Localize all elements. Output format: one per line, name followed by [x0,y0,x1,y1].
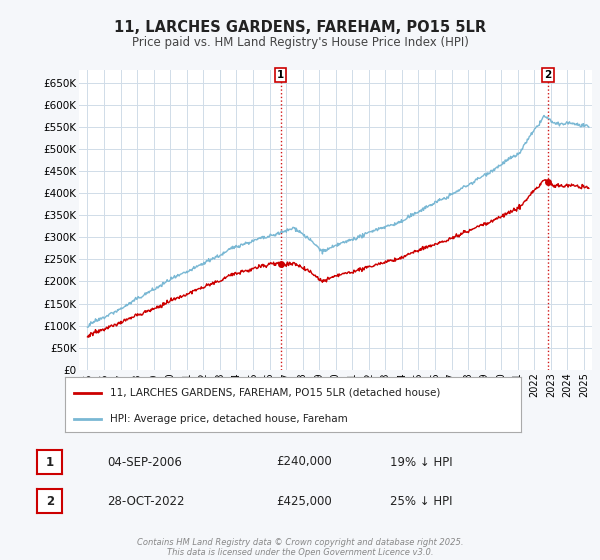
Text: 11, LARCHES GARDENS, FAREHAM, PO15 5LR (detached house): 11, LARCHES GARDENS, FAREHAM, PO15 5LR (… [110,388,441,398]
Text: £425,000: £425,000 [276,494,332,508]
Text: HPI: Average price, detached house, Fareham: HPI: Average price, detached house, Fare… [110,414,348,423]
Text: 28-OCT-2022: 28-OCT-2022 [107,494,184,508]
Text: Contains HM Land Registry data © Crown copyright and database right 2025.
This d: Contains HM Land Registry data © Crown c… [137,538,463,557]
Text: 11, LARCHES GARDENS, FAREHAM, PO15 5LR: 11, LARCHES GARDENS, FAREHAM, PO15 5LR [114,20,486,35]
Text: 2: 2 [46,494,54,508]
Text: 19% ↓ HPI: 19% ↓ HPI [390,455,452,469]
Text: 25% ↓ HPI: 25% ↓ HPI [390,494,452,508]
Text: 2: 2 [544,70,551,80]
Text: £240,000: £240,000 [276,455,332,469]
Text: Price paid vs. HM Land Registry's House Price Index (HPI): Price paid vs. HM Land Registry's House … [131,36,469,49]
Text: 1: 1 [46,455,54,469]
Text: 04-SEP-2006: 04-SEP-2006 [107,455,182,469]
Text: 1: 1 [277,70,284,80]
